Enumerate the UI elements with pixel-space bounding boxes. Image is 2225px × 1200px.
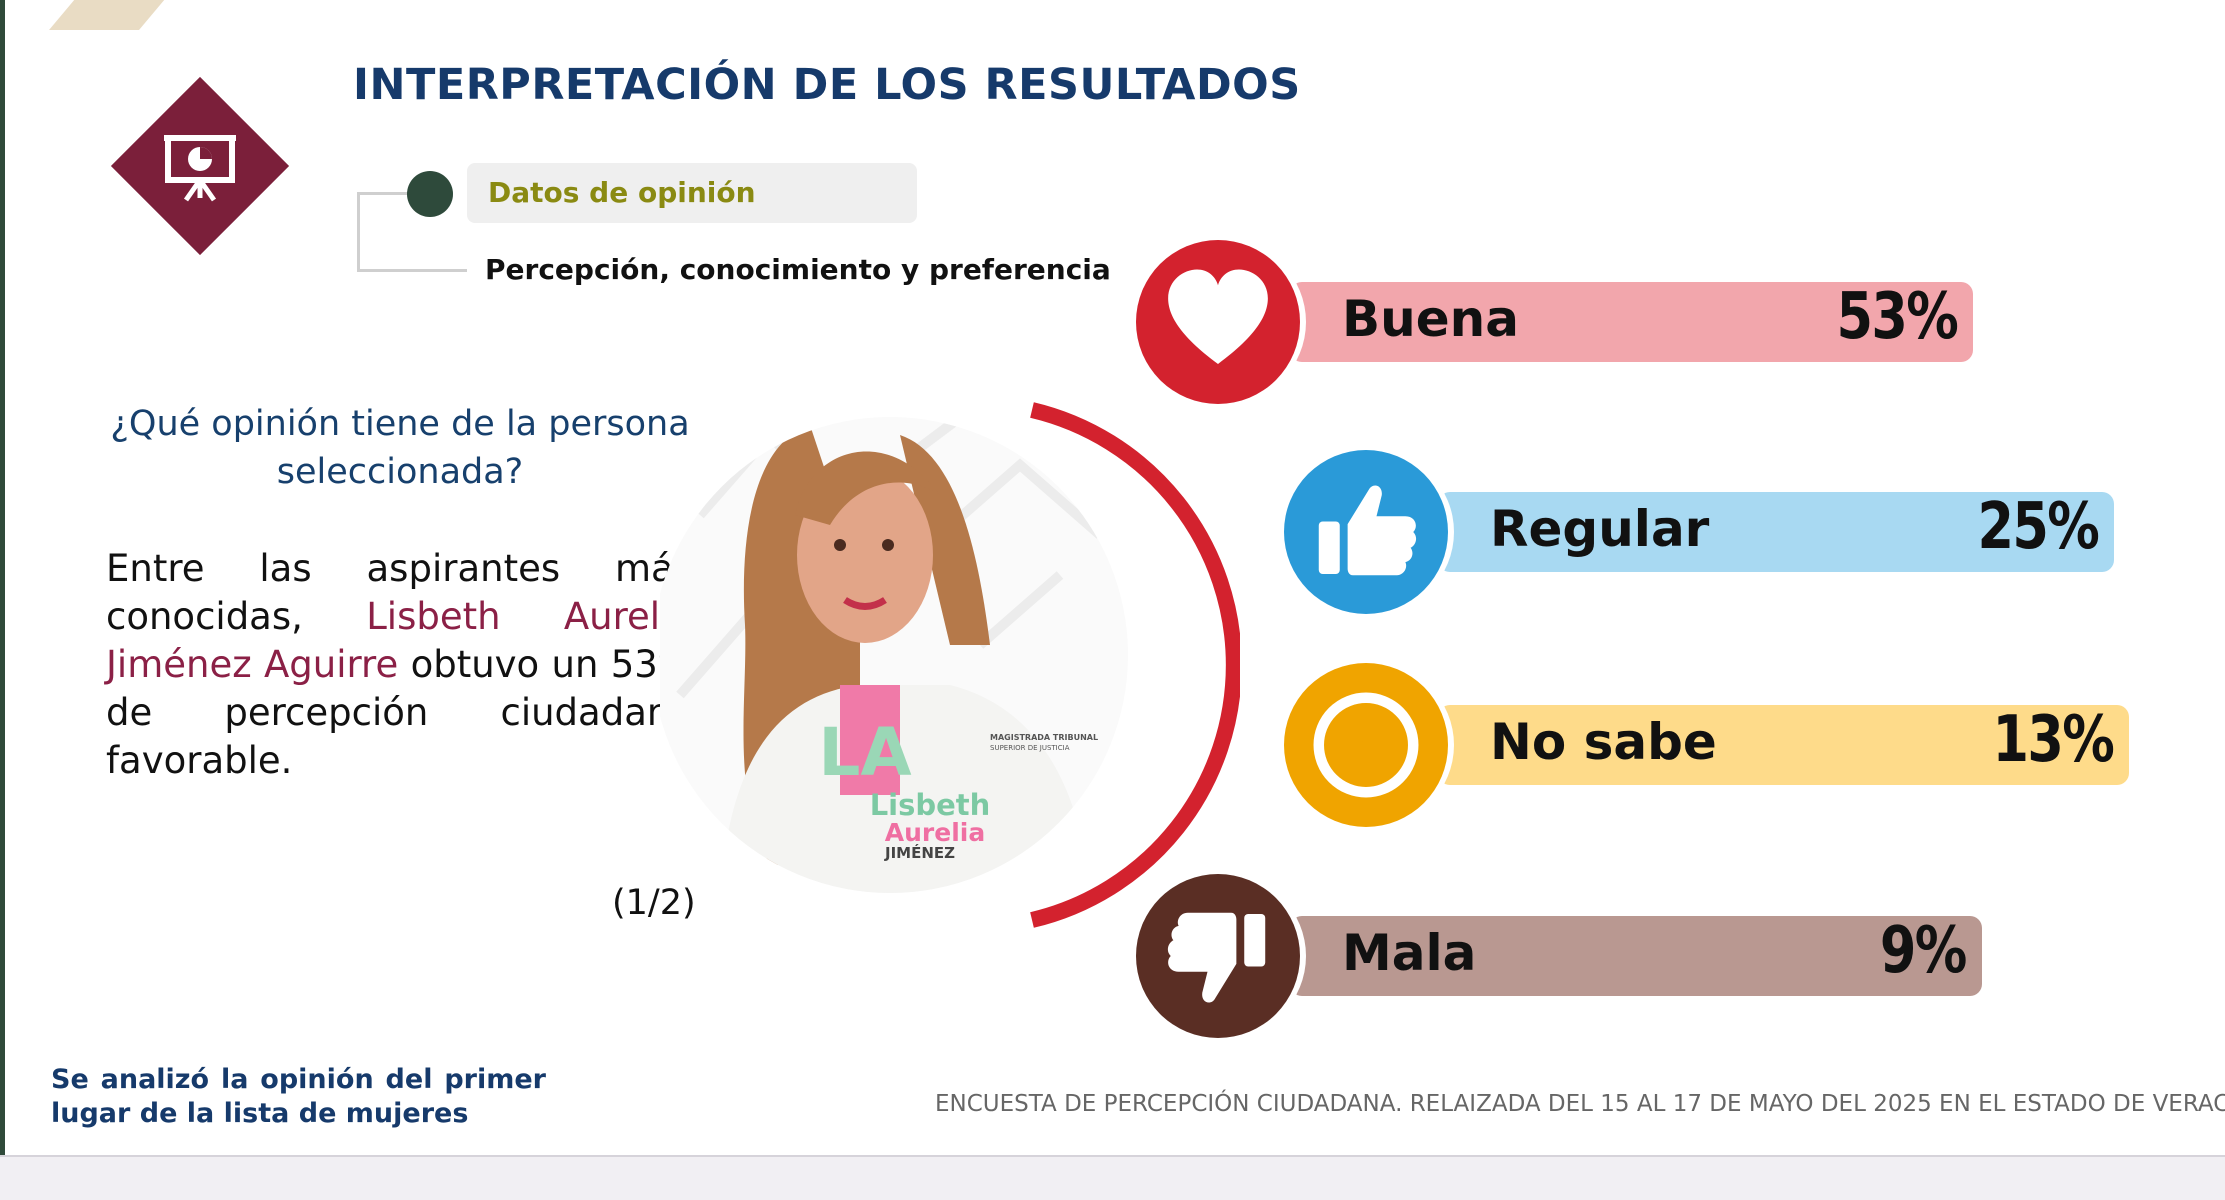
bar-buena bbox=[1290, 282, 1973, 362]
bar-value: 53% bbox=[1836, 280, 1958, 354]
question-icon: ? bbox=[1313, 692, 1419, 798]
bar-no-sabe bbox=[1438, 705, 2129, 785]
bar-mala bbox=[1290, 916, 1982, 996]
connector-line bbox=[357, 192, 360, 272]
paragraph-result: obtuvo un 53% de percepción ciudadana fa… bbox=[106, 643, 693, 782]
page-title: INTERPRETACIÓN DE LOS RESULTADOS bbox=[353, 60, 1301, 110]
bar-value: 13% bbox=[1992, 703, 2114, 777]
bar-regular bbox=[1438, 492, 2114, 572]
thumbs-down-icon bbox=[1167, 912, 1266, 1003]
category-badge bbox=[1136, 874, 1300, 1038]
logo-surname: JIMÉNEZ bbox=[884, 843, 955, 862]
logo-first-name: Lisbeth bbox=[870, 788, 991, 822]
connector-line bbox=[357, 269, 467, 272]
logo-small-text: MAGISTRADA TRIBUNAL bbox=[990, 733, 1098, 742]
slide: INTERPRETACIÓN DE LOS RESULTADOS Datos d… bbox=[0, 0, 2225, 1155]
bar-label: Buena bbox=[1342, 290, 1519, 348]
candidate-name: Lisbeth Aurelia Jiménez Aguirre bbox=[106, 595, 694, 686]
source-note: ENCUESTA DE PERCEPCIÓN CIUDADANA. RELAIZ… bbox=[935, 1091, 2225, 1117]
svg-text:?: ? bbox=[1348, 711, 1383, 781]
bar-value: 25% bbox=[1977, 490, 2099, 564]
question-text: ¿Qué opinión tiene de la persona selecci… bbox=[110, 404, 690, 492]
presentation-icon bbox=[164, 135, 236, 202]
corner-stripe bbox=[49, 0, 181, 30]
bar-label: No sabe bbox=[1490, 713, 1717, 771]
section-subtitle: Percepción, conocimiento y preferencia bbox=[485, 253, 1111, 286]
category-badge bbox=[1284, 450, 1448, 614]
result-paragraph: Entre las aspirantes más conocidas, Lisb… bbox=[106, 545, 693, 785]
logo-mark: LA bbox=[818, 714, 911, 791]
logo-small-text: SUPERIOR DE JUSTICIA bbox=[990, 744, 1070, 752]
bullet-dot bbox=[407, 171, 453, 217]
bar-label: Regular bbox=[1490, 500, 1710, 558]
bar-label: Mala bbox=[1342, 924, 1477, 982]
section-label: Datos de opinión bbox=[488, 176, 756, 209]
connector-line bbox=[357, 192, 409, 195]
left-rule bbox=[0, 0, 5, 1155]
thumbs-up-icon bbox=[1318, 485, 1417, 576]
bar-value: 9% bbox=[1880, 914, 1967, 988]
footer-note: Se analizó la opinión del primer lugar d… bbox=[51, 1064, 546, 1129]
category-badge bbox=[1136, 240, 1300, 404]
bottom-strip bbox=[0, 1155, 2225, 1200]
paragraph-intro: Entre las aspirantes más conocidas, bbox=[106, 547, 693, 638]
page-indicator: (1/2) bbox=[612, 883, 696, 923]
section-pill bbox=[467, 163, 917, 223]
decorative-arc bbox=[1030, 402, 1240, 928]
logo-second-name: Aurelia bbox=[885, 818, 985, 847]
category-badge: ? bbox=[1284, 663, 1448, 827]
candidate-photo: LA MAGISTRADA TRIBUNAL SUPERIOR DE JUSTI… bbox=[660, 417, 1128, 893]
heart-icon bbox=[1168, 269, 1268, 364]
